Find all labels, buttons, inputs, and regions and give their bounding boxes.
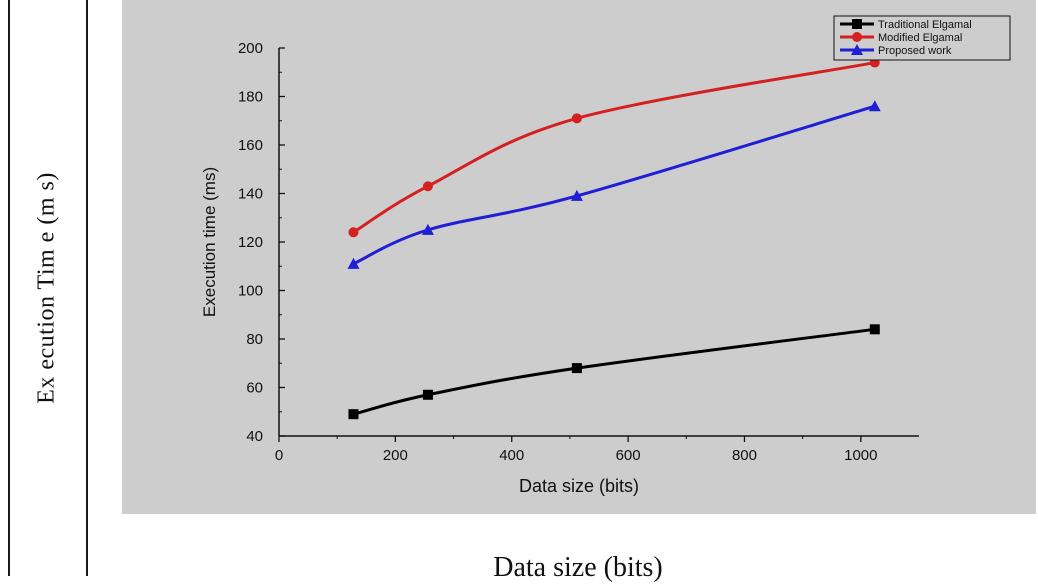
data-point-proposed-work [570, 189, 583, 201]
inner-frame-border [86, 0, 88, 576]
y-tick-label: 40 [246, 428, 263, 445]
y-tick-label: 100 [238, 283, 263, 300]
x-tick-label: 400 [499, 447, 524, 464]
legend-marker [852, 19, 862, 29]
legend-marker [852, 32, 862, 42]
data-point-traditional-elgamal [571, 363, 582, 374]
data-point-proposed-work [868, 100, 881, 112]
y-tick-label: 200 [238, 40, 263, 57]
y-tick-label: 180 [238, 89, 263, 106]
series-line-modified-elgamal [352, 61, 876, 234]
series-layer [347, 57, 881, 420]
outer-x-axis-label: Data size (bits) [493, 552, 663, 583]
x-tick-label: 1000 [844, 447, 877, 464]
legend-label: Modified Elgamal [878, 32, 962, 44]
data-point-proposed-work [347, 257, 360, 269]
series-line-traditional-elgamal [353, 327, 875, 416]
data-point-proposed-work [421, 223, 434, 235]
series-line-proposed-work [352, 104, 876, 266]
outer-y-axis-label: Ex ecution Tim e (m s) [33, 172, 60, 404]
y-tick-label: 140 [238, 186, 263, 203]
x-tick-label: 800 [732, 447, 757, 464]
y-tick-label: 160 [238, 137, 263, 154]
series-proposed-work [347, 100, 881, 269]
legend-label: Traditional Elgamal [878, 19, 972, 31]
data-point-traditional-elgamal [422, 389, 433, 400]
x-tick-label: 0 [275, 447, 283, 464]
y-tick-label: 120 [238, 234, 263, 251]
x-tick-label: 600 [616, 447, 641, 464]
x-tick-label: 200 [383, 447, 408, 464]
legend-marker [851, 44, 863, 55]
series-modified-elgamal [348, 57, 880, 238]
x-axis-label: Data size (bits) [519, 476, 639, 496]
data-point-modified-elgamal [348, 227, 359, 238]
y-tick-label: 80 [246, 331, 263, 348]
y-axis-label: Execution time (ms) [200, 167, 219, 317]
line-chart: 40 60 80 100 120 140 160 180 200 0 200 400 600 800 100… [200, 15, 1011, 496]
series-traditional-elgamal [348, 324, 880, 420]
data-point-traditional-elgamal [348, 409, 359, 420]
data-point-modified-elgamal [422, 181, 433, 192]
data-point-modified-elgamal [571, 113, 582, 124]
y-tick-label: 60 [246, 380, 263, 397]
legend-label: Proposed work [878, 45, 952, 57]
axes: 40 60 80 100 120 140 160 180 200 0 200 400 600 800 100… [200, 40, 919, 496]
plot-panel: 40 60 80 100 120 140 160 180 200 0 200 400 600 800 100… [122, 0, 1036, 514]
data-point-traditional-elgamal [869, 324, 880, 335]
left-frame-border [8, 0, 10, 576]
